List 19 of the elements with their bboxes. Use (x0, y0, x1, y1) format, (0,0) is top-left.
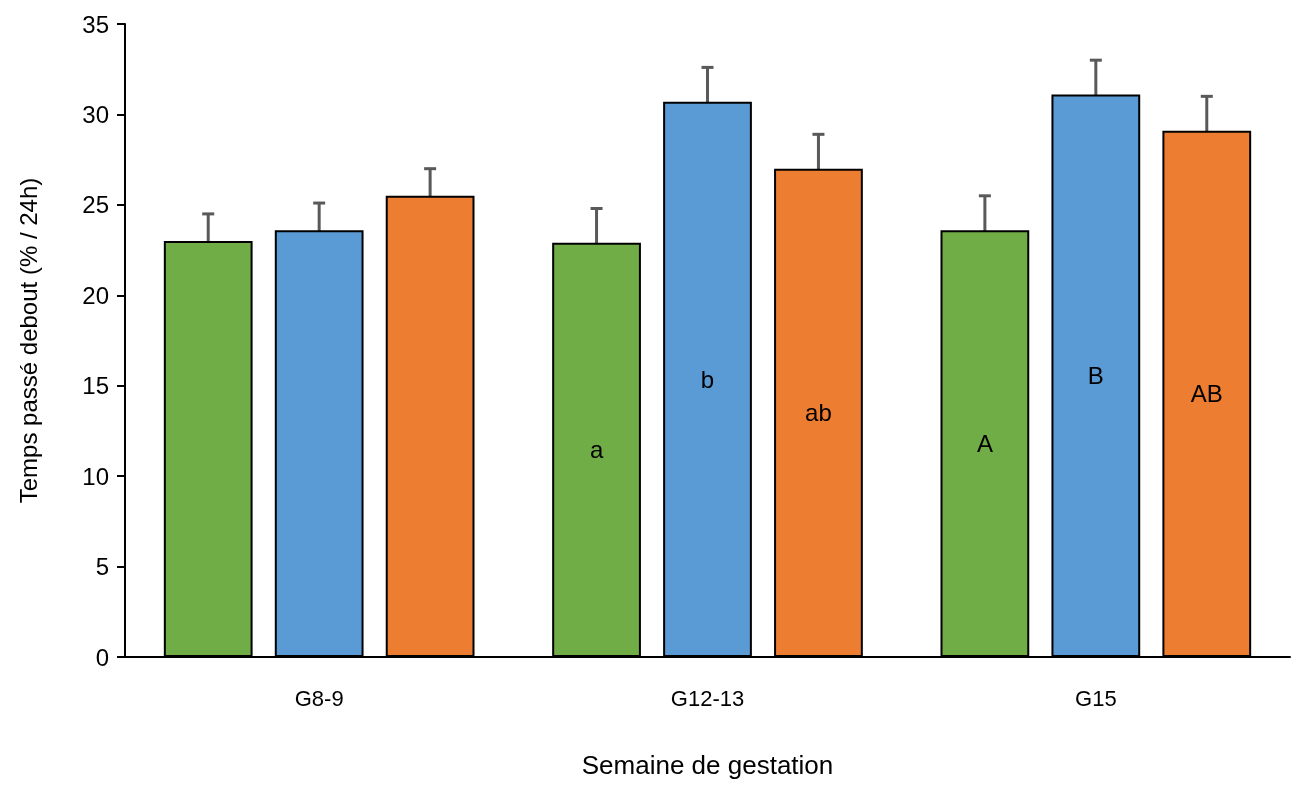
y-tick-label: 0 (95, 643, 109, 671)
data-label: a (589, 436, 604, 464)
data-label: A (976, 430, 993, 458)
y-tick-label: 20 (82, 281, 109, 309)
x-tick-label: G8-9 (294, 685, 344, 711)
y-tick-label: 30 (82, 100, 109, 128)
y-tick-label: 35 (82, 10, 109, 38)
y-tick-label: 15 (82, 372, 109, 400)
y-tick-label: 10 (82, 462, 109, 490)
y-axis-title: Temps passé debout (% / 24h) (14, 177, 42, 504)
y-tick-label: 25 (82, 191, 109, 219)
y-tick-label: 5 (95, 553, 109, 581)
x-tick-label: G15 (1075, 685, 1117, 711)
data-label: AB (1190, 380, 1223, 408)
data-label: B (1087, 362, 1104, 390)
data-label: b (700, 365, 715, 393)
x-axis-title: Semaine de gestation (581, 750, 834, 780)
x-tick-label: G12-13 (670, 685, 745, 711)
data-label: ab (805, 399, 832, 427)
